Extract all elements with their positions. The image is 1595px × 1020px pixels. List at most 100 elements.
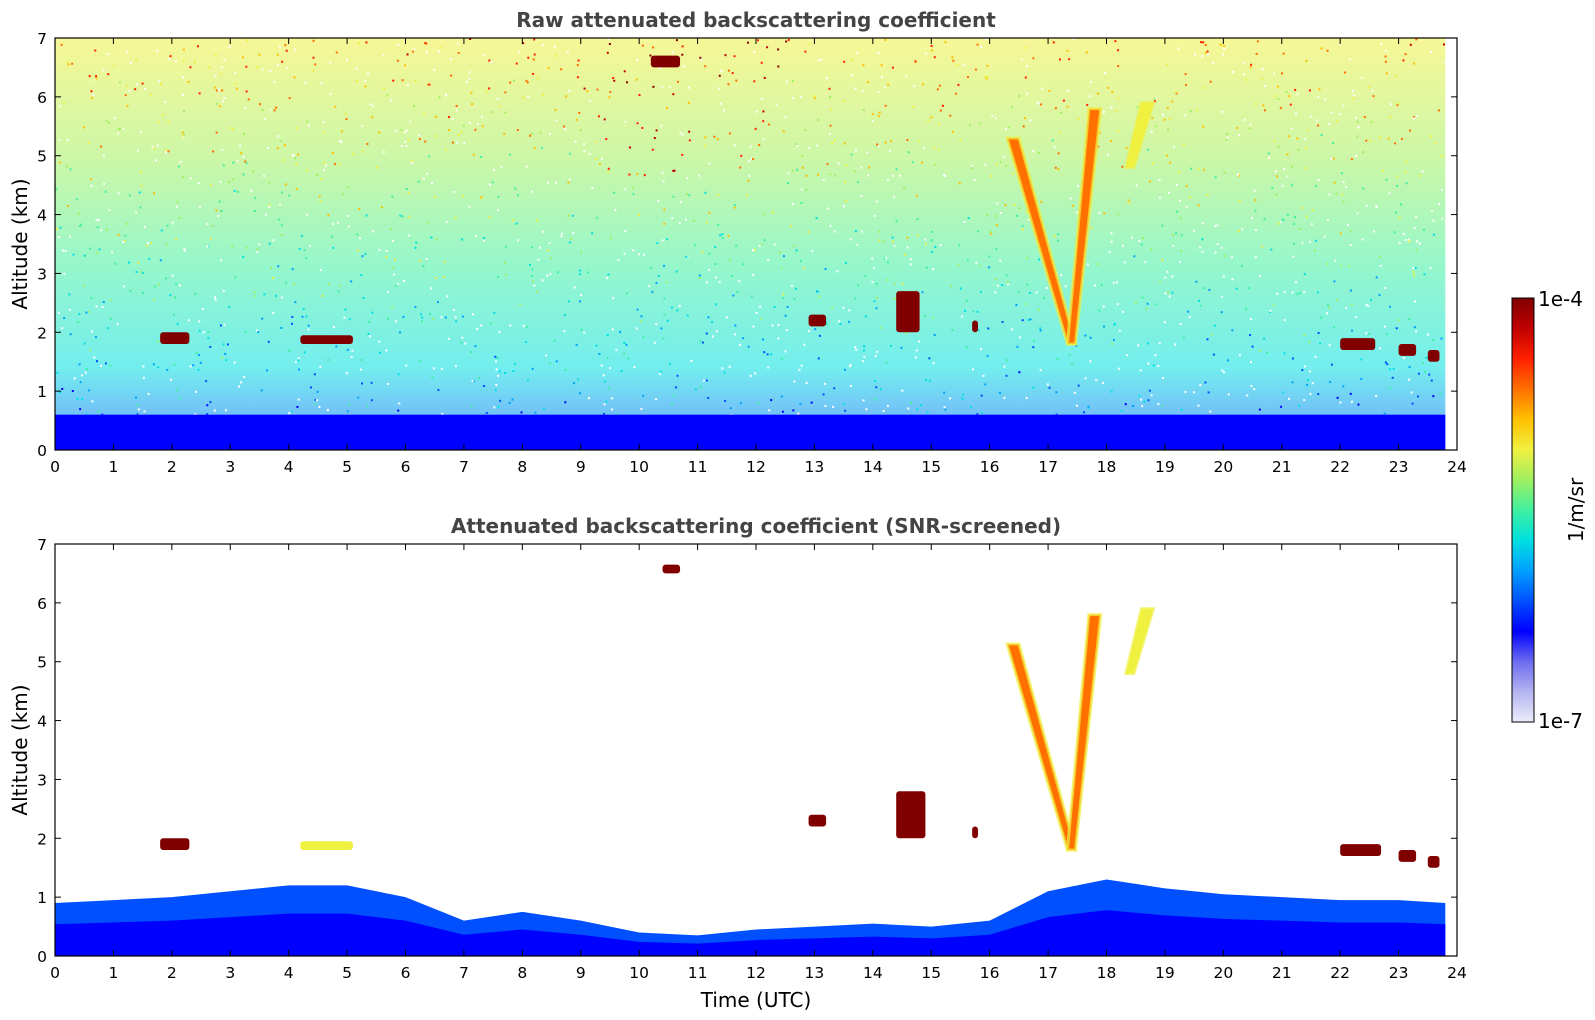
colorbar-gradient (1511, 297, 1535, 723)
x-tick-label: 15 (921, 458, 941, 476)
noise-pixel (675, 39, 678, 42)
noise-pixel (1370, 299, 1373, 302)
noise-pixel (1032, 57, 1035, 60)
noise-pixel (606, 334, 609, 337)
noise-pixel (372, 230, 375, 233)
noise-pixel (197, 354, 200, 357)
noise-pixel (393, 273, 396, 276)
noise-pixel (337, 221, 340, 224)
noise-pixel (156, 50, 159, 53)
noise-pixel (1240, 264, 1243, 267)
noise-pixel (708, 162, 711, 165)
noise-pixel (1409, 43, 1412, 46)
noise-pixel (564, 368, 567, 371)
noise-pixel (332, 223, 335, 226)
noise-pixel (1179, 199, 1182, 202)
noise-pixel (855, 348, 858, 351)
noise-pixel (1368, 86, 1371, 89)
noise-pixel (624, 120, 627, 123)
noise-pixel (849, 384, 852, 387)
noise-pixel (1408, 240, 1411, 243)
noise-pixel (1277, 145, 1280, 148)
noise-pixel (1318, 88, 1321, 91)
noise-pixel (857, 181, 860, 184)
noise-pixel (1158, 342, 1161, 345)
noise-pixel (405, 364, 408, 367)
noise-pixel (801, 155, 804, 158)
noise-pixel (382, 54, 385, 57)
noise-pixel (871, 281, 874, 284)
noise-pixel (64, 249, 67, 252)
noise-pixel (1254, 209, 1257, 212)
noise-pixel (414, 79, 417, 82)
noise-pixel (1019, 336, 1022, 339)
noise-pixel (197, 368, 200, 371)
noise-pixel (1238, 354, 1241, 357)
noise-pixel (878, 111, 881, 114)
x-tick-label: 6 (401, 458, 411, 476)
noise-pixel (1096, 92, 1099, 95)
x-tick-label: 8 (517, 458, 527, 476)
noise-pixel (1306, 383, 1309, 386)
noise-pixel (386, 94, 389, 97)
x-tick-label: 4 (284, 964, 294, 982)
noise-pixel (1230, 256, 1233, 259)
noise-pixel (603, 118, 606, 121)
noise-pixel (88, 310, 91, 313)
noise-pixel (886, 278, 889, 281)
noise-pixel (234, 276, 237, 279)
noise-pixel (863, 355, 866, 358)
noise-pixel (1164, 276, 1167, 279)
noise-pixel (1117, 49, 1120, 52)
noise-pixel (116, 323, 119, 326)
noise-pixel (85, 368, 88, 371)
noise-pixel (236, 190, 239, 193)
noise-pixel (889, 149, 892, 152)
noise-pixel (1167, 128, 1170, 131)
noise-pixel (1185, 205, 1188, 208)
noise-pixel (930, 44, 933, 47)
noise-pixel (1429, 266, 1432, 269)
noise-pixel (182, 176, 185, 179)
noise-pixel (576, 64, 579, 67)
noise-pixel (921, 291, 924, 294)
noise-pixel (686, 177, 689, 180)
noise-pixel (1294, 112, 1297, 115)
noise-pixel (606, 277, 609, 280)
noise-pixel (655, 129, 658, 132)
noise-pixel (468, 121, 471, 124)
noise-pixel (963, 220, 966, 223)
noise-pixel (1214, 176, 1217, 179)
noise-pixel (96, 226, 99, 229)
noise-pixel (1424, 370, 1427, 373)
noise-pixel (1231, 329, 1234, 332)
noise-pixel (612, 297, 615, 300)
panel-screened-ylabel: Altitude (km) (8, 684, 32, 815)
noise-pixel (153, 147, 156, 150)
noise-pixel (1108, 251, 1111, 254)
noise-pixel (749, 374, 752, 377)
noise-pixel (361, 255, 364, 258)
noise-pixel (567, 300, 570, 303)
panel-screened-axes: 0 1 2 3 4 5 6 7 8 9 10 11 12 13 14 15 16 17 18 19 20 21 22 23 24… (37, 536, 1467, 982)
noise-pixel (1118, 367, 1121, 370)
noise-pixel (557, 271, 560, 274)
noise-pixel (547, 181, 550, 184)
noise-pixel (666, 238, 669, 241)
noise-pixel (378, 351, 381, 354)
noise-pixel (768, 409, 771, 412)
noise-pixel (739, 402, 742, 405)
noise-pixel (1021, 319, 1024, 322)
x-tick-label: 1 (108, 964, 118, 982)
noise-pixel (1024, 76, 1027, 79)
noise-pixel (1072, 38, 1075, 41)
noise-pixel (615, 413, 618, 416)
noise-pixel (175, 283, 178, 286)
noise-pixel (1206, 50, 1209, 53)
x-tick-label: 23 (1389, 458, 1409, 476)
y-tick-label: 0 (37, 948, 47, 966)
noise-pixel (817, 173, 820, 176)
noise-pixel (194, 292, 197, 295)
noise-pixel (567, 181, 570, 184)
noise-pixel (233, 189, 236, 192)
